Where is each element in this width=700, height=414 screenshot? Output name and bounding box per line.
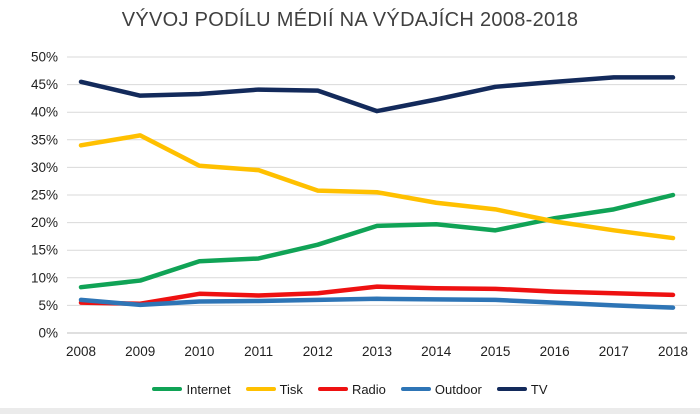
legend-label-tisk: Tisk [279, 381, 303, 397]
x-axis-tick-label: 2013 [362, 344, 392, 359]
legend-item-internet: Internet [152, 381, 231, 397]
legend-swatch-tv-line [496, 387, 527, 391]
series-line-internet [78, 192, 676, 290]
x-axis-tick-label: 2014 [421, 344, 452, 359]
x-axis-tick-label: 2018 [658, 344, 688, 359]
x-axis-tick-label: 2008 [66, 344, 96, 359]
legend-item-tv: TV [496, 381, 548, 397]
line-chart-plot-area: 0% 5% 10% 15% 20% 25% 30% 35% 40% 45% 50% 2008 2009 2… [31, 50, 688, 360]
y-axis-tick-label: 30% [31, 160, 58, 175]
x-axis-tick-label: 2010 [184, 344, 214, 359]
series-line-radio [78, 284, 676, 306]
x-axis-tick-label: 2012 [303, 344, 333, 359]
legend-swatch-outdoor-line [400, 387, 431, 391]
legend-item-radio: Radio [317, 381, 386, 397]
x-axis-tick-label: 2009 [125, 344, 155, 359]
y-axis-tick-label: 35% [31, 132, 58, 147]
series-line-tisk [78, 133, 676, 241]
x-axis-tick-label: 2015 [480, 344, 510, 359]
y-axis-tick-label: 20% [31, 215, 58, 230]
legend-swatch-internet-line [152, 387, 183, 391]
chart-legend: Internet Tisk Radio Outdoor TV [0, 380, 700, 398]
legend-swatch-tisk-line [245, 387, 276, 391]
x-axis-tick-label: 2017 [599, 344, 629, 359]
legend-label-internet: Internet [186, 381, 231, 397]
legend-label-tv: TV [530, 381, 548, 397]
legend-label-outdoor: Outdoor [434, 381, 482, 397]
chart-title: VÝVOJ PODÍLU MÉDIÍ NA VÝDAJÍCH 2008-2018 [121, 9, 579, 31]
series-line-tv [78, 75, 676, 114]
series-line-outdoor [78, 296, 676, 310]
x-axis-tick-label: 2011 [244, 344, 273, 359]
legend-label-radio: Radio [351, 381, 386, 397]
y-axis-tick-label: 5% [38, 298, 58, 313]
y-axis-tick-label: 15% [31, 243, 58, 258]
y-axis-tick-label: 0% [38, 326, 58, 341]
x-axis-tick-label: 2016 [540, 344, 570, 359]
legend-swatch-radio-line [317, 387, 348, 391]
legend-item-outdoor: Outdoor [400, 381, 482, 397]
y-axis-tick-label: 40% [31, 105, 58, 120]
legend-item-tisk: Tisk [245, 381, 303, 397]
bottom-edge-strip [0, 408, 700, 414]
y-axis-tick-label: 45% [31, 77, 58, 92]
y-axis-tick-label: 50% [31, 50, 58, 65]
y-axis-tick-label: 25% [31, 188, 58, 203]
y-axis-tick-label: 10% [31, 270, 58, 285]
